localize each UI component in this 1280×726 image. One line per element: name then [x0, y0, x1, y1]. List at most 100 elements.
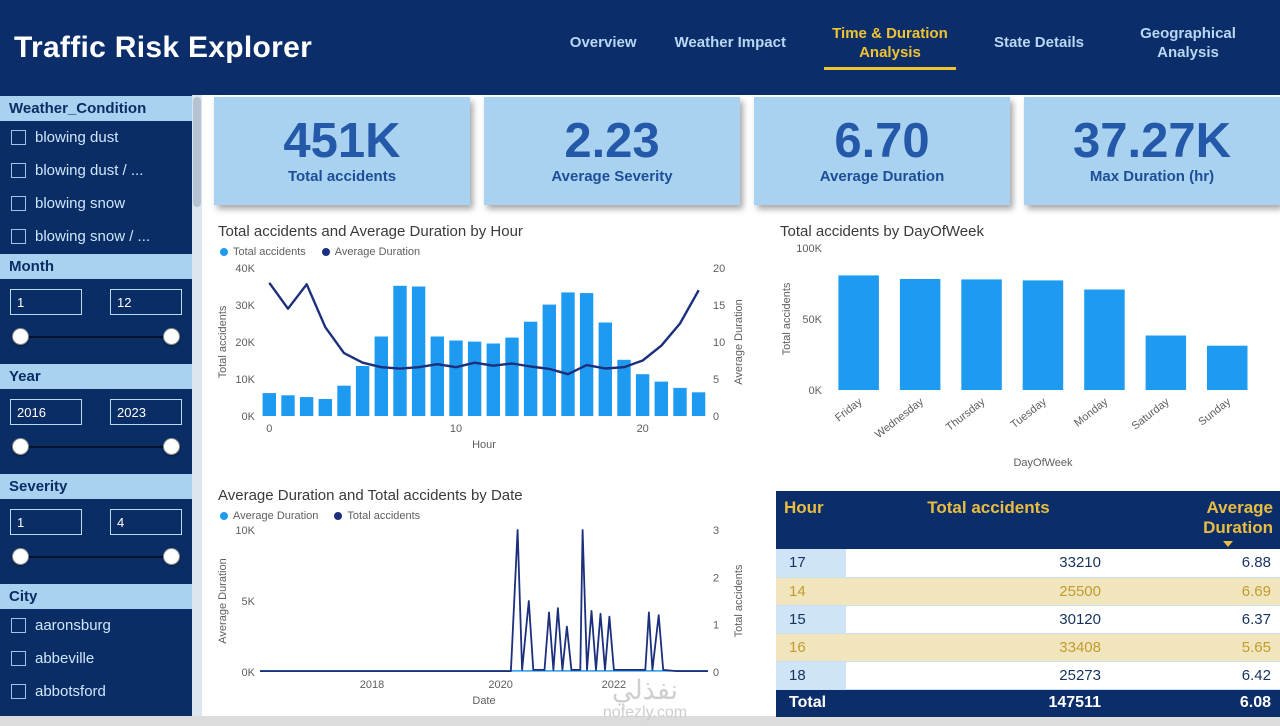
bar[interactable]	[505, 337, 519, 416]
bar[interactable]	[393, 285, 407, 416]
bar[interactable]	[654, 381, 668, 416]
filter-option-blowing-dust[interactable]: blowing dust	[0, 121, 192, 154]
category-label[interactable]: Saturday	[1130, 396, 1172, 433]
checkbox-icon[interactable]	[11, 229, 26, 244]
hour-cell: 16	[776, 633, 846, 662]
tick-label: 0K	[809, 385, 823, 397]
year-max-input[interactable]	[110, 399, 182, 425]
filter-option-abbeville[interactable]: abbeville	[0, 642, 192, 675]
table-row[interactable]: 18 25273 6.42	[776, 661, 1280, 690]
category-label[interactable]: Friday	[833, 396, 865, 425]
bar[interactable]	[449, 340, 463, 417]
filter-option-blowing-snow[interactable]: blowing snow / ...	[0, 220, 192, 253]
table-row[interactable]: 14 25500 6.69	[776, 577, 1280, 606]
nav-tab-weather-impact[interactable]: Weather Impact	[674, 34, 786, 52]
category-label[interactable]: Sunday	[1196, 396, 1233, 429]
severity-max-input[interactable]	[110, 509, 182, 535]
bar[interactable]	[838, 275, 879, 390]
slider-handle-max[interactable]	[163, 548, 180, 565]
checkbox-icon[interactable]	[11, 684, 26, 699]
checkbox-icon[interactable]	[11, 163, 26, 178]
column-header-total-accidents[interactable]: Total accidents	[846, 491, 1131, 549]
slider-handle-min[interactable]	[12, 548, 29, 565]
sidebar-scrollbar[interactable]	[192, 95, 202, 716]
bar[interactable]	[467, 341, 482, 416]
total-label-cell: Total	[776, 689, 846, 717]
filter-option-label: abbeville	[35, 650, 95, 667]
bar[interactable]	[691, 392, 706, 416]
hour-combo-chart-svg[interactable]: 0K 10K 20K 30K 40K 0 5 10 15 20 0 10 20 Hour Total acc…	[214, 258, 754, 454]
bar[interactable]	[281, 395, 295, 416]
line-series[interactable]	[268, 282, 700, 376]
filter-header-weather-condition: Weather_Condition	[0, 95, 192, 121]
slider-track	[15, 556, 177, 558]
category-label[interactable]: Thursday	[944, 396, 988, 434]
y-axis-title-left: Average Duration	[217, 558, 229, 643]
bar[interactable]	[961, 279, 1002, 390]
table-row[interactable]: 15 30120 6.37	[776, 605, 1280, 634]
hour-cell: 18	[776, 661, 846, 690]
bar[interactable]	[355, 366, 370, 416]
bar[interactable]	[262, 393, 276, 416]
column-header-hour[interactable]: Hour	[776, 491, 846, 549]
slider-handle-min[interactable]	[12, 328, 29, 345]
checkbox-icon[interactable]	[11, 651, 26, 666]
hour-table: Hour Total accidents Average Duration 17…	[776, 491, 1280, 717]
bar[interactable]	[337, 385, 351, 416]
month-max-input[interactable]	[110, 289, 182, 315]
bar[interactable]	[1207, 345, 1248, 390]
bar[interactable]	[635, 374, 650, 416]
filter-option-label: blowing snow	[35, 195, 126, 212]
nav-tab-time-duration-analysis[interactable]: Time & Duration Analysis	[823, 25, 956, 71]
bar[interactable]	[673, 387, 687, 416]
table-row[interactable]: 16 33408 5.65	[776, 633, 1280, 662]
table-row[interactable]: 17 33210 6.88	[776, 549, 1280, 578]
filter-option-aaronsburg[interactable]: aaronsburg	[0, 609, 192, 642]
top-nav-bar: Traffic Risk Explorer Overview Weather Im…	[0, 0, 1280, 95]
bar[interactable]	[1145, 335, 1187, 391]
year-min-input[interactable]	[10, 399, 82, 425]
bar[interactable]	[561, 292, 575, 416]
scrollbar-thumb[interactable]	[193, 97, 201, 207]
dayofweek-bar-chart-svg[interactable]: 0K 50K 100K Friday Wednesday Thursday Tuesday M…	[776, 240, 1280, 478]
bar[interactable]	[486, 343, 500, 417]
slider-handle-max[interactable]	[163, 328, 180, 345]
slider-handle-min[interactable]	[12, 438, 29, 455]
checkbox-icon[interactable]	[11, 130, 26, 145]
severity-min-input[interactable]	[10, 509, 82, 535]
filter-option-blowing-snow[interactable]: blowing snow	[0, 187, 192, 220]
category-label[interactable]: Wednesday	[873, 396, 926, 441]
date-line-chart-svg[interactable]: 0K 5K 10K 0 1 2 3 2018 2020 2022 Date Average Durat…	[214, 522, 754, 710]
bar[interactable]	[318, 399, 332, 416]
bar[interactable]	[299, 397, 314, 416]
sort-descending-icon[interactable]	[1223, 541, 1233, 547]
bar[interactable]	[411, 286, 426, 417]
total-accidents-line[interactable]	[260, 529, 708, 673]
bar[interactable]	[1022, 280, 1064, 390]
nav-tab-geographical-analysis[interactable]: Geographical Analysis	[1140, 24, 1236, 61]
filter-option-blowing-dust[interactable]: blowing dust / ...	[0, 154, 192, 187]
column-header-average-duration[interactable]: Average Duration	[1131, 491, 1280, 549]
slider-handle-max[interactable]	[163, 438, 180, 455]
bar[interactable]	[1084, 289, 1125, 391]
bar[interactable]	[430, 336, 444, 417]
legend-item: Average Duration	[321, 246, 420, 258]
nav-tab-state-details[interactable]: State Details	[993, 34, 1084, 52]
severity-range-inputs	[0, 499, 192, 539]
category-label[interactable]: Monday	[1072, 396, 1111, 430]
category-label[interactable]: Tuesday	[1009, 396, 1050, 431]
filter-option-abbotsford[interactable]: abbotsford	[0, 675, 192, 708]
nav-tab-overview[interactable]: Overview	[569, 34, 637, 52]
checkbox-icon[interactable]	[11, 196, 26, 211]
chart-title: Total accidents and Average Duration by …	[218, 223, 523, 240]
bar[interactable]	[523, 321, 538, 416]
bar[interactable]	[579, 293, 594, 416]
tick-label: 10	[450, 423, 462, 435]
bar[interactable]	[899, 279, 941, 390]
bar[interactable]	[542, 304, 556, 416]
month-min-input[interactable]	[10, 289, 82, 315]
bar[interactable]	[617, 359, 631, 416]
nav-tabs: Overview Weather Impact Time & Duration An…	[570, 25, 1280, 71]
checkbox-icon[interactable]	[11, 618, 26, 633]
bar[interactable]	[374, 336, 388, 417]
